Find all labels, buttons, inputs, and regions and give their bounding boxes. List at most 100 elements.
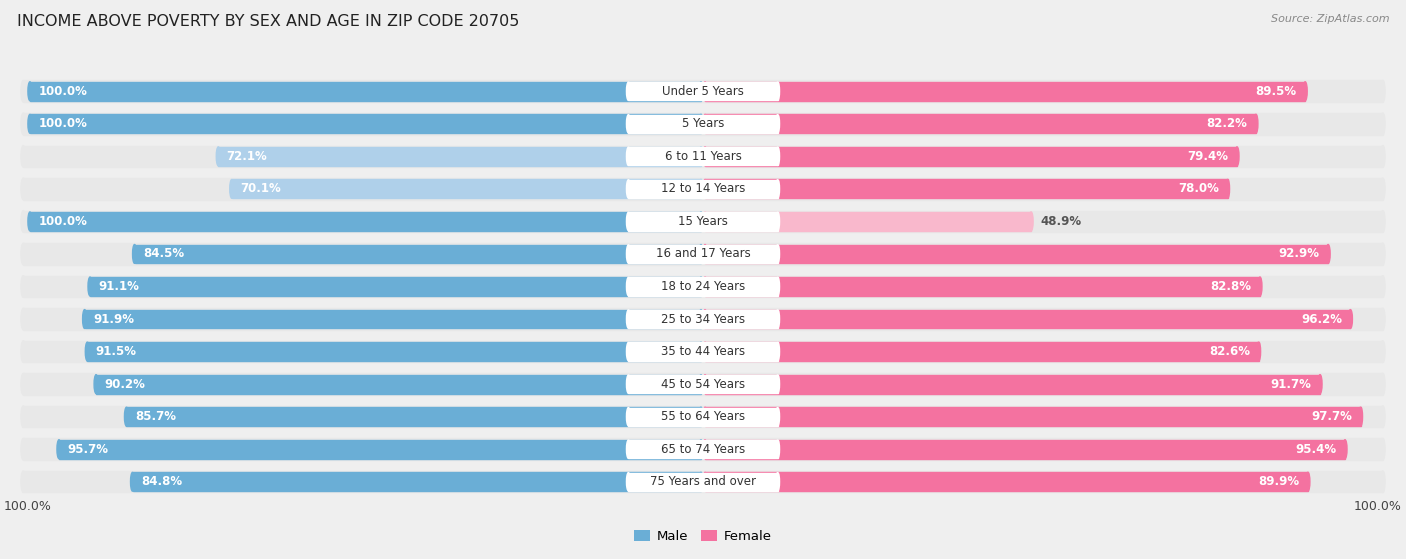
- Circle shape: [89, 277, 91, 296]
- Circle shape: [21, 373, 25, 395]
- Circle shape: [1381, 309, 1385, 330]
- Circle shape: [699, 244, 703, 263]
- Circle shape: [131, 472, 135, 491]
- Circle shape: [703, 147, 707, 166]
- Circle shape: [1258, 277, 1263, 296]
- Circle shape: [1358, 407, 1362, 426]
- Text: 96.2%: 96.2%: [1301, 312, 1341, 325]
- Circle shape: [703, 440, 707, 458]
- Circle shape: [21, 341, 25, 362]
- Text: 95.7%: 95.7%: [67, 443, 108, 456]
- Bar: [704, 82, 1305, 101]
- Bar: [628, 408, 778, 426]
- Circle shape: [1257, 342, 1261, 361]
- Circle shape: [627, 147, 630, 165]
- Circle shape: [703, 407, 707, 426]
- Circle shape: [776, 180, 779, 198]
- Bar: [704, 472, 1308, 491]
- Circle shape: [627, 245, 630, 263]
- Bar: [90, 277, 702, 296]
- Circle shape: [229, 179, 233, 198]
- Text: Source: ZipAtlas.com: Source: ZipAtlas.com: [1271, 14, 1389, 24]
- Bar: [704, 342, 1258, 361]
- Text: INCOME ABOVE POVERTY BY SEX AND AGE IN ZIP CODE 20705: INCOME ABOVE POVERTY BY SEX AND AGE IN Z…: [17, 14, 519, 29]
- Circle shape: [699, 342, 703, 361]
- Circle shape: [1381, 341, 1385, 362]
- Circle shape: [21, 113, 25, 135]
- Circle shape: [1381, 276, 1385, 297]
- Bar: [704, 310, 1350, 329]
- Bar: [135, 244, 702, 263]
- Circle shape: [699, 147, 703, 166]
- Circle shape: [776, 277, 779, 296]
- Circle shape: [699, 375, 703, 394]
- Bar: [218, 147, 702, 166]
- Circle shape: [776, 472, 779, 491]
- Text: 84.5%: 84.5%: [143, 248, 184, 260]
- Circle shape: [776, 115, 779, 133]
- Circle shape: [1303, 82, 1308, 101]
- Bar: [704, 147, 1237, 166]
- Circle shape: [132, 244, 136, 263]
- Text: 5 Years: 5 Years: [682, 117, 724, 130]
- Bar: [704, 407, 1361, 426]
- Text: 100.0%: 100.0%: [38, 85, 87, 98]
- Circle shape: [776, 212, 779, 230]
- Text: 82.2%: 82.2%: [1206, 117, 1247, 130]
- Circle shape: [776, 343, 779, 361]
- Circle shape: [627, 115, 630, 133]
- Bar: [87, 342, 702, 361]
- Circle shape: [1254, 115, 1258, 133]
- Text: 35 to 44 Years: 35 to 44 Years: [661, 345, 745, 358]
- Circle shape: [21, 145, 25, 167]
- Circle shape: [217, 147, 221, 166]
- Bar: [24, 373, 1382, 395]
- Text: 70.1%: 70.1%: [240, 182, 281, 195]
- Circle shape: [776, 375, 779, 393]
- Circle shape: [776, 408, 779, 426]
- Circle shape: [86, 342, 90, 361]
- Text: 84.8%: 84.8%: [141, 475, 183, 488]
- Circle shape: [699, 472, 703, 491]
- Bar: [628, 472, 778, 491]
- Bar: [24, 471, 1382, 492]
- Circle shape: [627, 180, 630, 198]
- Circle shape: [1326, 244, 1330, 263]
- Text: 95.4%: 95.4%: [1295, 443, 1337, 456]
- Circle shape: [21, 309, 25, 330]
- Bar: [704, 179, 1227, 198]
- Text: 91.9%: 91.9%: [93, 312, 134, 325]
- Bar: [24, 276, 1382, 297]
- Bar: [628, 82, 778, 101]
- Bar: [704, 440, 1346, 458]
- Bar: [84, 310, 702, 329]
- Legend: Male, Female: Male, Female: [628, 525, 778, 549]
- Circle shape: [1381, 243, 1385, 264]
- Circle shape: [21, 276, 25, 297]
- Bar: [628, 277, 778, 296]
- Text: 75 Years and over: 75 Years and over: [650, 475, 756, 488]
- Circle shape: [1381, 471, 1385, 492]
- Bar: [628, 212, 778, 230]
- Text: 78.0%: 78.0%: [1178, 182, 1219, 195]
- Bar: [628, 245, 778, 263]
- Text: 6 to 11 Years: 6 to 11 Years: [665, 150, 741, 163]
- Circle shape: [703, 179, 707, 198]
- Circle shape: [699, 179, 703, 198]
- Bar: [232, 179, 702, 198]
- Circle shape: [1317, 375, 1322, 394]
- Circle shape: [627, 310, 630, 328]
- Text: 15 Years: 15 Years: [678, 215, 728, 228]
- Circle shape: [94, 375, 98, 394]
- Text: 92.9%: 92.9%: [1278, 248, 1320, 260]
- Circle shape: [56, 440, 60, 458]
- Text: 12 to 14 Years: 12 to 14 Years: [661, 182, 745, 195]
- Bar: [704, 277, 1260, 296]
- Text: 90.2%: 90.2%: [104, 378, 145, 391]
- Bar: [24, 80, 1382, 102]
- Circle shape: [1381, 80, 1385, 102]
- Circle shape: [21, 211, 25, 232]
- Circle shape: [1029, 212, 1033, 231]
- Circle shape: [699, 310, 703, 329]
- Circle shape: [1381, 211, 1385, 232]
